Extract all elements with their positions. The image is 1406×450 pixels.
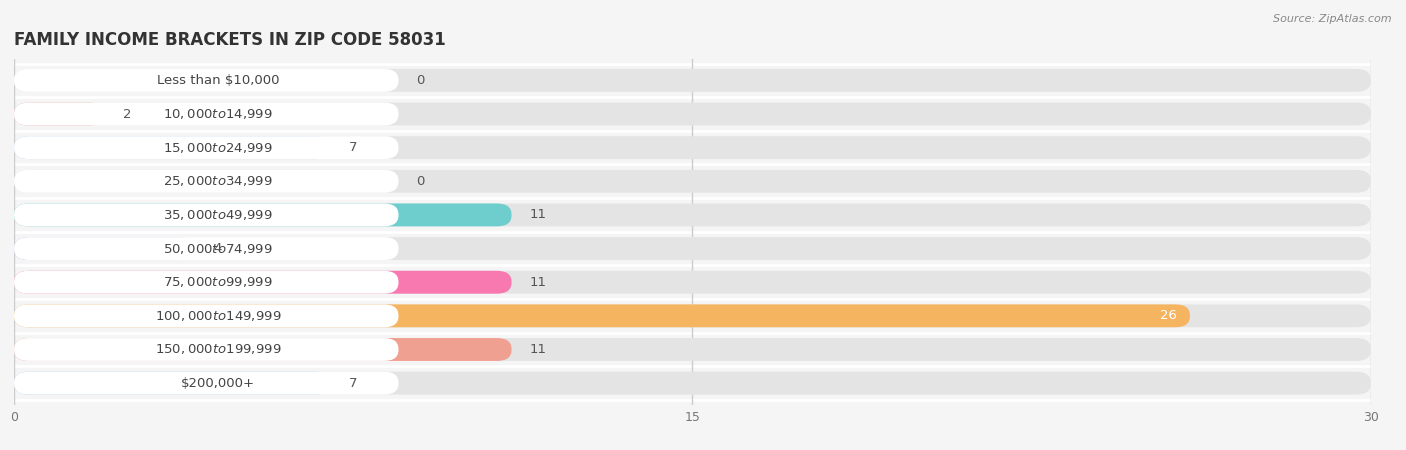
Text: 26: 26	[1160, 309, 1177, 322]
FancyBboxPatch shape	[14, 304, 1371, 327]
Text: 0: 0	[416, 74, 425, 87]
FancyBboxPatch shape	[14, 136, 398, 159]
Text: 11: 11	[530, 276, 547, 289]
FancyBboxPatch shape	[14, 203, 512, 226]
FancyBboxPatch shape	[14, 271, 1371, 294]
FancyBboxPatch shape	[14, 170, 398, 193]
Text: $10,000 to $14,999: $10,000 to $14,999	[163, 107, 273, 121]
FancyBboxPatch shape	[14, 136, 1371, 159]
Text: 7: 7	[349, 141, 357, 154]
FancyBboxPatch shape	[14, 237, 195, 260]
FancyBboxPatch shape	[14, 338, 398, 361]
FancyBboxPatch shape	[14, 136, 330, 159]
FancyBboxPatch shape	[14, 103, 398, 126]
FancyBboxPatch shape	[14, 69, 1371, 92]
FancyBboxPatch shape	[14, 372, 330, 395]
Text: $150,000 to $199,999: $150,000 to $199,999	[155, 342, 281, 356]
FancyBboxPatch shape	[14, 237, 1371, 260]
Text: $100,000 to $149,999: $100,000 to $149,999	[155, 309, 281, 323]
FancyBboxPatch shape	[14, 304, 1189, 327]
FancyBboxPatch shape	[14, 69, 398, 92]
Text: $75,000 to $99,999: $75,000 to $99,999	[163, 275, 273, 289]
Text: 11: 11	[530, 208, 547, 221]
FancyBboxPatch shape	[14, 271, 398, 294]
FancyBboxPatch shape	[14, 203, 1371, 226]
FancyBboxPatch shape	[14, 304, 398, 327]
Text: Less than $10,000: Less than $10,000	[156, 74, 278, 87]
Text: 11: 11	[530, 343, 547, 356]
Text: 7: 7	[349, 377, 357, 390]
Text: FAMILY INCOME BRACKETS IN ZIP CODE 58031: FAMILY INCOME BRACKETS IN ZIP CODE 58031	[14, 31, 446, 49]
FancyBboxPatch shape	[14, 338, 1371, 361]
Text: 0: 0	[416, 175, 425, 188]
FancyBboxPatch shape	[14, 271, 512, 294]
FancyBboxPatch shape	[14, 372, 398, 395]
FancyBboxPatch shape	[14, 103, 104, 126]
FancyBboxPatch shape	[14, 237, 398, 260]
FancyBboxPatch shape	[14, 338, 512, 361]
Text: 2: 2	[122, 108, 131, 121]
FancyBboxPatch shape	[14, 372, 1371, 395]
FancyBboxPatch shape	[14, 170, 1371, 193]
Text: $15,000 to $24,999: $15,000 to $24,999	[163, 141, 273, 155]
FancyBboxPatch shape	[14, 103, 1371, 126]
Text: 4: 4	[214, 242, 221, 255]
FancyBboxPatch shape	[14, 203, 398, 226]
Text: $25,000 to $34,999: $25,000 to $34,999	[163, 174, 273, 188]
Text: $35,000 to $49,999: $35,000 to $49,999	[163, 208, 273, 222]
Text: $200,000+: $200,000+	[181, 377, 254, 390]
Text: $50,000 to $74,999: $50,000 to $74,999	[163, 242, 273, 256]
Text: Source: ZipAtlas.com: Source: ZipAtlas.com	[1274, 14, 1392, 23]
